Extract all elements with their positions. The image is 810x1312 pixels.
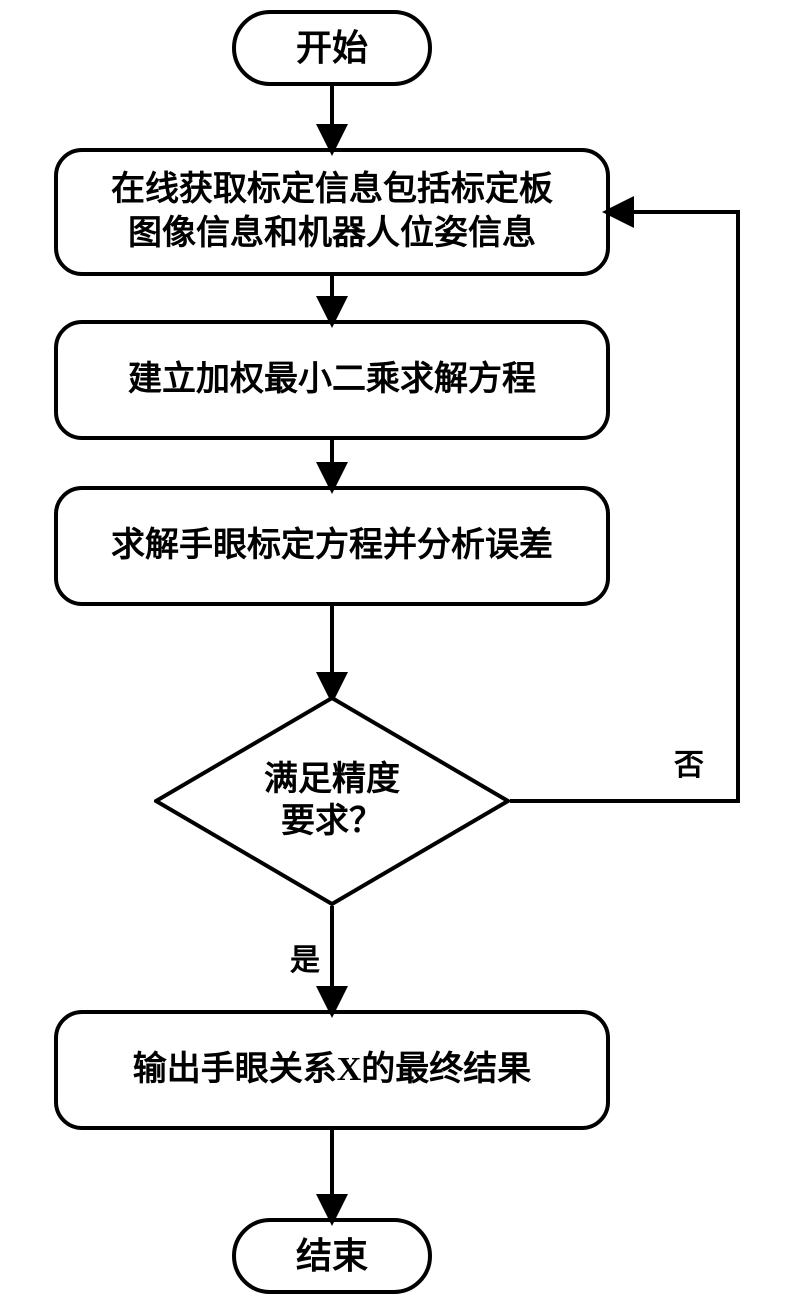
start-label: 开始	[296, 25, 368, 72]
solve-calibration-label: 求解手眼标定方程并分析误差	[111, 524, 553, 568]
end-label: 结束	[296, 1233, 368, 1280]
solve-calibration-node: 求解手眼标定方程并分析误差	[54, 486, 610, 606]
edge-label-否: 否	[674, 740, 704, 784]
build-equation-label: 建立加权最小二乘求解方程	[128, 358, 536, 402]
flowchart-canvas: 开始 在线获取标定信息包括标定板 图像信息和机器人位姿信息 建立加权最小二乘求解…	[0, 0, 810, 1312]
acquire-info-label: 在线获取标定信息包括标定板 图像信息和机器人位姿信息	[111, 168, 553, 256]
output-result-label: 输出手眼关系X的最终结果	[133, 1048, 532, 1092]
precision-decision-label: 满足精度 要求？	[264, 759, 400, 844]
output-result-node: 输出手眼关系X的最终结果	[54, 1010, 610, 1130]
start-node: 开始	[232, 10, 432, 86]
precision-decision-node: 满足精度 要求？	[154, 696, 510, 906]
acquire-info-node: 在线获取标定信息包括标定板 图像信息和机器人位姿信息	[54, 148, 610, 276]
end-node: 结束	[232, 1218, 432, 1294]
build-equation-node: 建立加权最小二乘求解方程	[54, 320, 610, 440]
edge-label-是: 是	[290, 935, 320, 979]
